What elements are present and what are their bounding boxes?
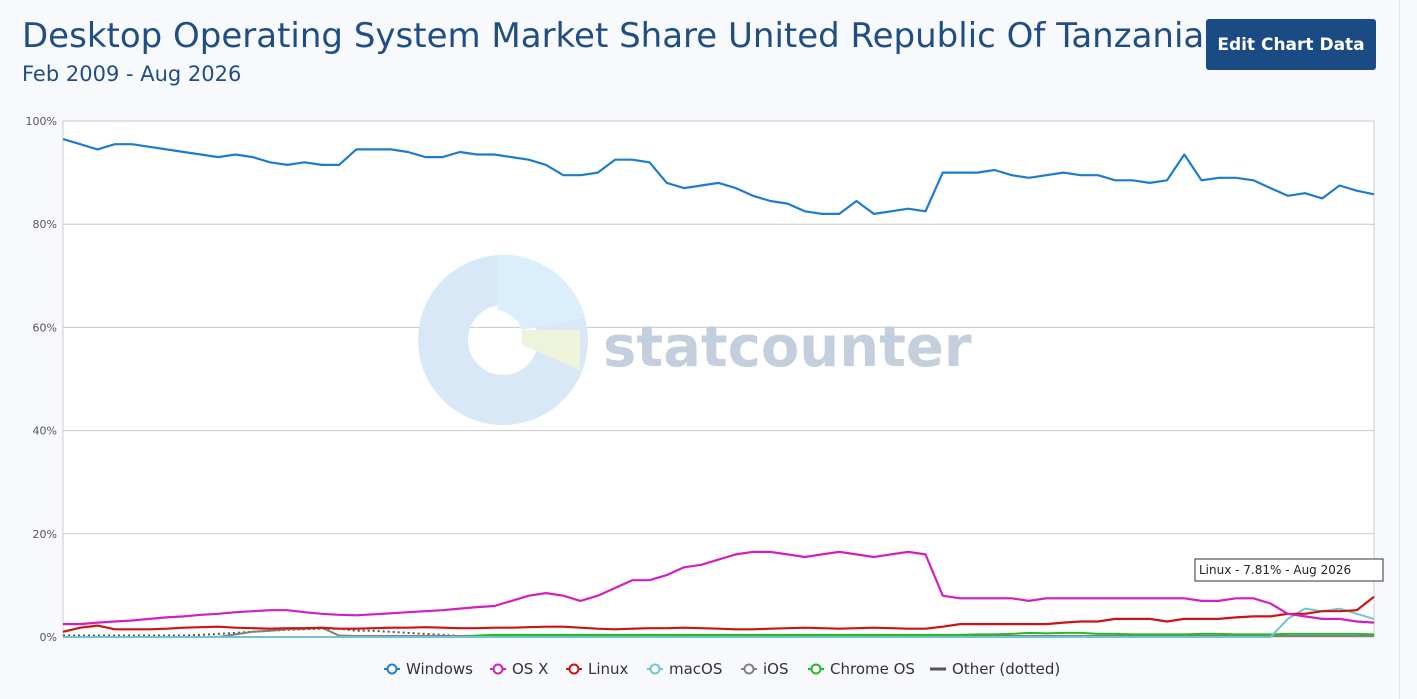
legend-label: Chrome OS: [830, 660, 915, 678]
plot-area: [62, 120, 1375, 638]
legend-marker: [568, 663, 580, 675]
tooltip-text: Linux - 7.81% - Aug 2026: [1199, 563, 1351, 577]
page-title: Desktop Operating System Market Share Un…: [22, 16, 1205, 56]
date-range-subtitle: Feb 2009 - Aug 2026: [22, 62, 242, 86]
chart-legend: Windows OS X Linux macOS iOS Chrome OS Other (…: [384, 660, 1060, 678]
y-tick-label: 0%: [40, 631, 57, 644]
statcounter-watermark: statcounter: [418, 254, 972, 425]
watermark-logo-slice-yellow: [522, 330, 580, 370]
hover-tooltip: Linux - 7.81% - Aug 2026: [1194, 558, 1384, 582]
legend-marker: [810, 663, 822, 675]
y-tick-label: 80%: [33, 218, 57, 231]
watermark-text: statcounter: [603, 315, 972, 380]
legend-label: OS X: [512, 660, 548, 678]
legend-label: Other (dotted): [952, 660, 1060, 678]
y-axis-ticks: 0% 20% 40% 60% 80% 100%: [26, 115, 57, 644]
legend-label: macOS: [669, 660, 722, 678]
series-line-windows[interactable]: [62, 138, 1375, 215]
y-tick-label: 100%: [26, 115, 57, 128]
y-tick-label: 40%: [33, 425, 57, 438]
legend-item-macos[interactable]: macOS: [647, 660, 722, 678]
legend-label: Windows: [406, 660, 473, 678]
watermark-logo-slice-cyan: [497, 254, 585, 330]
legend-item-chrome-os[interactable]: Chrome OS: [808, 660, 915, 678]
y-tick-label: 20%: [33, 528, 57, 541]
legend-item-other-dotted[interactable]: Other (dotted): [930, 660, 1060, 678]
page-divider: [1399, 0, 1400, 699]
series-line-os-x[interactable]: [63, 550, 1375, 626]
legend-item-os-x[interactable]: OS X: [490, 660, 548, 678]
legend-item-linux[interactable]: Linux: [566, 660, 629, 678]
legend-marker: [386, 663, 398, 675]
legend-marker: [649, 663, 661, 675]
y-tick-label: 60%: [33, 321, 57, 334]
series-lines: [62, 138, 1375, 638]
legend-label: Linux: [588, 660, 629, 678]
legend-marker: [743, 663, 755, 675]
legend-label: iOS: [763, 660, 789, 678]
legend-marker: [492, 663, 504, 675]
tooltip-box: [1194, 558, 1384, 582]
series-line-linux[interactable]: [62, 595, 1375, 633]
series-line-macos[interactable]: [63, 607, 1375, 638]
legend-item-ios[interactable]: iOS: [741, 660, 789, 678]
legend-item-windows[interactable]: Windows: [384, 660, 473, 678]
edit-chart-data-button[interactable]: Edit Chart Data: [1206, 19, 1376, 70]
